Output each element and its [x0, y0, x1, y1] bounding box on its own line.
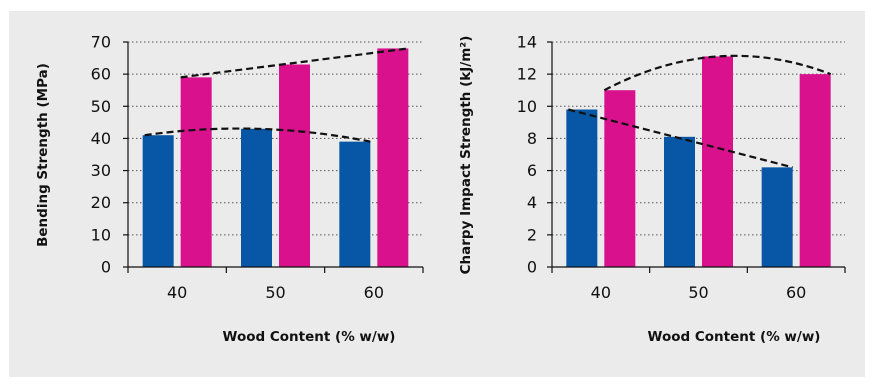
- bar-series2-60: [377, 48, 409, 267]
- y-tick-label: 8: [527, 129, 537, 148]
- bar-series2-40: [180, 77, 212, 267]
- y-tick-label: 40: [91, 129, 111, 148]
- y-tick-label: 20: [91, 193, 111, 212]
- y-axis-title: Bending Strength (MPa): [35, 63, 51, 247]
- bar-series2-50: [279, 64, 310, 267]
- y-tick-label: 2: [527, 225, 537, 244]
- x-axis-title: Wood Content (% w/w): [648, 329, 821, 345]
- y-tick-label: 6: [527, 161, 537, 180]
- x-tick-label: 50: [688, 283, 708, 302]
- bar-series1-40: [566, 109, 598, 267]
- y-tick-label: 70: [91, 33, 111, 52]
- y-tick-label: 50: [91, 97, 111, 116]
- bar-series1-40: [142, 135, 174, 267]
- trendline-series1: [144, 127, 371, 143]
- trendline-series2: [603, 54, 832, 92]
- y-tick-label: 4: [527, 193, 537, 212]
- y-tick-label: 10: [91, 225, 111, 244]
- y-tick-label: 60: [91, 65, 111, 84]
- x-axis-title: Wood Content (% w/w): [223, 329, 396, 345]
- bar-series2-60: [799, 74, 831, 268]
- trendline-series1: [568, 108, 793, 169]
- x-tick-label: 60: [364, 283, 384, 302]
- bar-series1-50: [664, 136, 695, 267]
- x-tick-label: 50: [265, 283, 285, 302]
- bar-series1-60: [339, 141, 371, 267]
- y-tick-label: 10: [517, 97, 537, 116]
- y-tick-label: 30: [91, 161, 111, 180]
- chart-2: 0 2 4 6 8 10 12 14 40 50 60 Wood Content (% w/w) Cha…: [458, 33, 846, 345]
- y-tick-label: 14: [517, 33, 537, 52]
- bar-series2-40: [604, 90, 636, 267]
- y-axis-title: Charpy Impact Strength (kJ/m²): [458, 36, 474, 275]
- chart-1: 0 10 20 30 40 50 60 70 40 50 60 Wood Content (% w/w…: [35, 33, 424, 345]
- x-tick-label: 60: [786, 283, 806, 302]
- x-tick-label: 40: [591, 283, 611, 302]
- bar-series1-60: [761, 167, 793, 267]
- y-tick-label: 0: [101, 258, 111, 277]
- bar-series1-50: [241, 128, 272, 267]
- x-tick-label: 40: [167, 283, 187, 302]
- trendline-series2: [180, 47, 409, 79]
- bar-series2-50: [702, 56, 733, 267]
- y-tick-label: 12: [517, 65, 537, 84]
- y-tick-label: 0: [527, 258, 537, 277]
